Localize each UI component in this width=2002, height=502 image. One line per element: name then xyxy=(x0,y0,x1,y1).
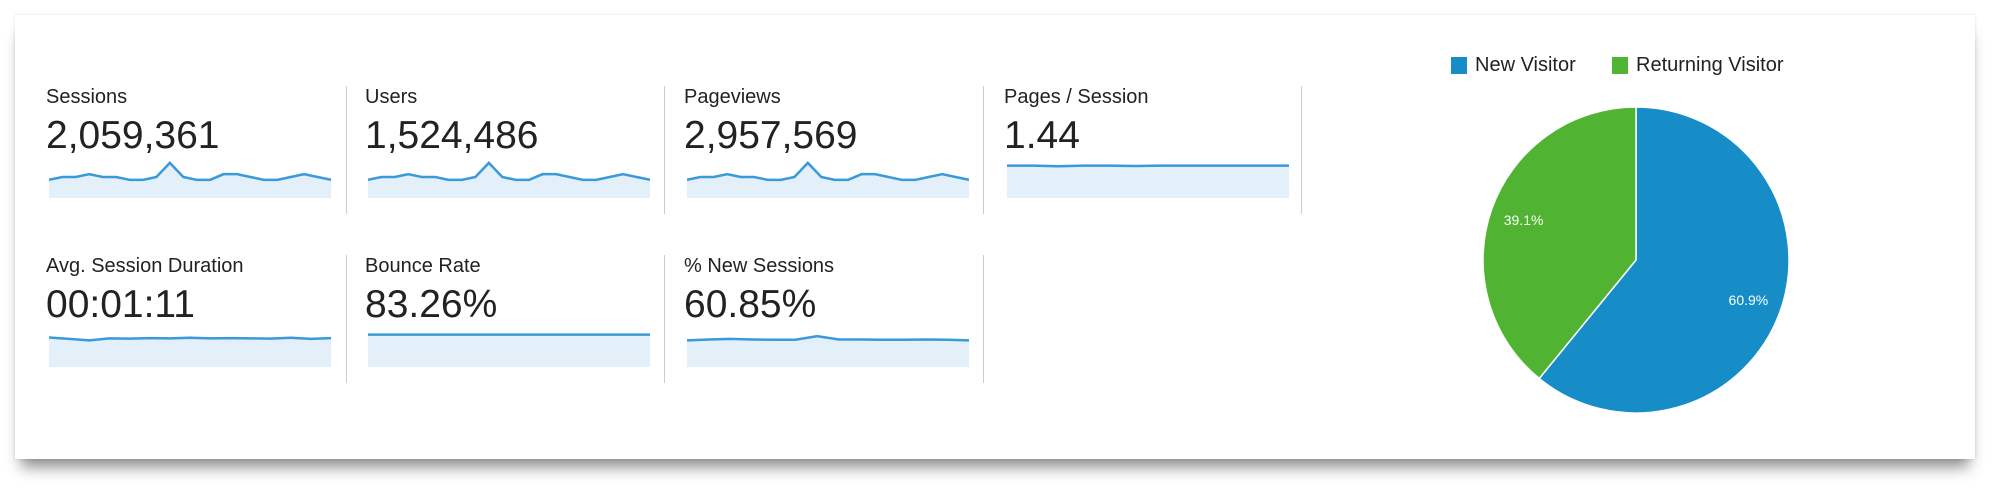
sparkline-area xyxy=(49,337,331,367)
sparkline-line xyxy=(368,161,650,182)
metric-label: Avg. Session Duration xyxy=(46,255,244,277)
divider xyxy=(983,255,984,383)
pie-data-label: 60.9% xyxy=(1729,292,1769,308)
divider xyxy=(346,86,347,214)
metric-value: 00:01:11 xyxy=(46,283,195,326)
metric-value: 2,059,361 xyxy=(46,114,220,157)
sparkline-line xyxy=(687,334,969,342)
metric-value: 83.26% xyxy=(365,283,498,326)
divider xyxy=(1301,86,1302,214)
sparkline-area xyxy=(687,162,969,198)
divider xyxy=(664,86,665,214)
sparkline xyxy=(368,161,650,198)
metric-value: 2,957,569 xyxy=(684,114,858,157)
sparkline-area xyxy=(49,162,331,198)
divider xyxy=(983,86,984,214)
legend-swatch-icon xyxy=(1451,57,1467,74)
sparkline-line xyxy=(1007,164,1289,168)
sparkline xyxy=(49,336,331,367)
metric-label: Pageviews xyxy=(684,86,781,108)
metric-value: 1.44 xyxy=(1004,114,1080,157)
sparkline xyxy=(368,333,650,367)
sparkline-line xyxy=(49,161,331,182)
sparkline xyxy=(49,161,331,198)
sparkline xyxy=(687,334,969,367)
sparkline-area xyxy=(368,162,650,198)
pie-slice-returning-visitor[interactable] xyxy=(1482,106,1637,380)
metric-label: Sessions xyxy=(46,86,128,108)
metric-label: % New Sessions xyxy=(684,255,835,277)
legend-returning-visitor[interactable]: Returning Visitor xyxy=(1612,54,1783,77)
legend-swatch-icon xyxy=(1612,57,1628,74)
sparkline-line xyxy=(49,336,331,342)
sparkline-area xyxy=(1007,165,1289,198)
metric-label: Users xyxy=(365,86,418,108)
metric-value: 60.85% xyxy=(684,283,817,326)
metric-value: 1,524,486 xyxy=(365,114,539,157)
sparkline-line xyxy=(687,161,969,182)
metric-label: Pages / Session xyxy=(1004,86,1149,108)
divider xyxy=(346,255,347,383)
sparkline-area xyxy=(687,336,969,367)
sparkline xyxy=(1007,164,1289,198)
pie-data-label: 39.1% xyxy=(1504,212,1544,228)
legend-new-visitor[interactable]: New Visitor xyxy=(1451,54,1576,77)
pie-slice-new-visitor[interactable] xyxy=(1538,106,1790,414)
visitor-pie-chart: 60.9% 39.1% xyxy=(1482,106,1790,414)
legend-label: Returning Visitor xyxy=(1636,54,1784,76)
sparkline-area xyxy=(368,334,650,367)
metric-label: Bounce Rate xyxy=(365,255,481,277)
divider xyxy=(664,255,665,383)
legend-label: New Visitor xyxy=(1475,54,1576,76)
sparkline xyxy=(687,161,969,198)
